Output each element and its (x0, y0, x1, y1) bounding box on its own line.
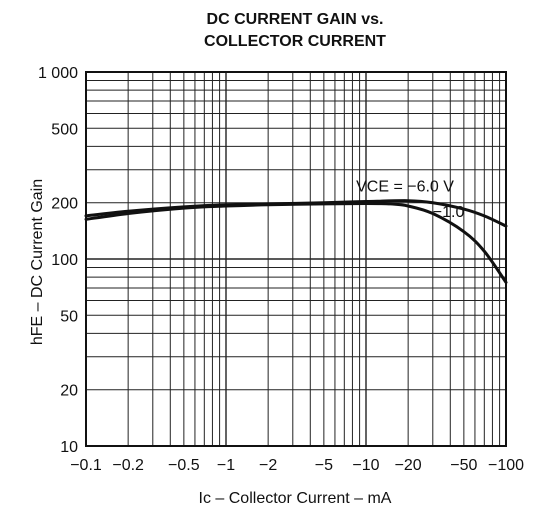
grid (86, 72, 506, 446)
chart-title-line-1: DC CURRENT GAIN vs. (207, 11, 384, 28)
y-tick-label: 100 (51, 252, 78, 269)
x-tick-label: −10 (352, 457, 379, 474)
plot-frame (85, 71, 507, 447)
y-tick-label: 200 (51, 196, 78, 213)
series-label-vce-6v: VCE = −6.0 V (356, 179, 454, 196)
series-label-vce-1v: −1.0 (433, 204, 465, 221)
x-tick-labels: −0.1 −0.2 −0.5 −1 −2 −5 −10 −20 −50 −100 (70, 457, 524, 474)
y-tick-label: 20 (60, 383, 78, 400)
x-tick-label: −2 (259, 457, 277, 474)
x-tick-label: −20 (395, 457, 422, 474)
y-tick-labels: 10 20 50 100 200 500 1 000 (38, 65, 78, 456)
series-curves (84, 199, 508, 284)
y-axis-label: hFE – DC Current Gain (29, 179, 46, 345)
y-tick-label: 1 000 (38, 65, 78, 82)
y-tick-label: 10 (60, 439, 78, 456)
x-axis-label: Ic – Collector Current – mA (199, 490, 392, 507)
chart-title-line-2: COLLECTOR CURRENT (204, 33, 386, 50)
x-tick-label: −5 (315, 457, 333, 474)
y-tick-label: 50 (60, 308, 78, 325)
y-tick-label: 500 (51, 121, 78, 138)
x-tick-label: −50 (450, 457, 477, 474)
x-tick-label: −0.2 (112, 457, 144, 474)
x-tick-label: −0.1 (70, 457, 102, 474)
x-tick-label: −1 (217, 457, 235, 474)
x-tick-label: −100 (488, 457, 524, 474)
curve-vce-1v (84, 202, 508, 284)
x-tick-label: −0.5 (168, 457, 200, 474)
